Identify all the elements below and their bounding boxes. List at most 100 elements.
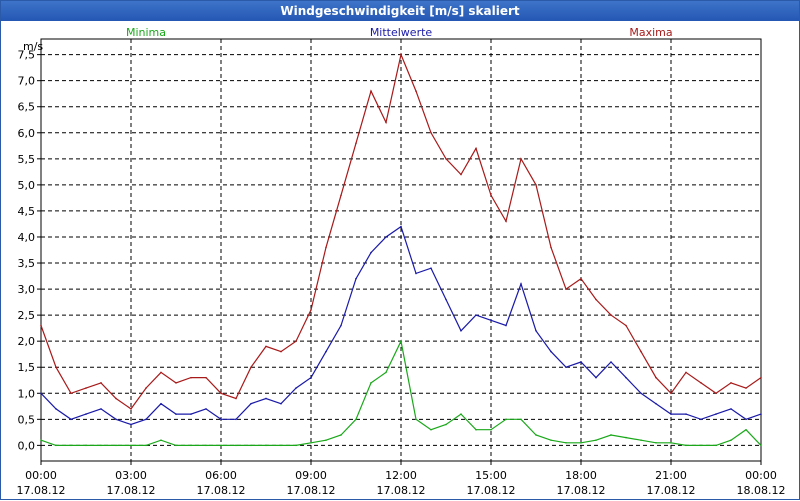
data-point-maxima — [115, 397, 117, 400]
data-point-minima — [100, 444, 102, 447]
data-point-mittelwerte — [580, 361, 582, 363]
y-axis-label: m/s — [23, 40, 43, 53]
data-point-maxima — [505, 220, 507, 223]
data-point-minima — [145, 444, 147, 447]
data-point-minima — [475, 428, 477, 431]
x-tick-time: 09:00 — [295, 469, 327, 482]
data-point-minima — [745, 428, 747, 431]
data-point-minima — [625, 436, 627, 439]
x-tick-date: 17.08.12 — [647, 484, 696, 497]
y-axis-ticks: 0,0 0,5 1,0 1,5 2,0 2,5 3,0 3,5 4,0 4,5 5,0 5,5 6,0 6… — [18, 49, 41, 452]
data-point-maxima — [400, 53, 402, 56]
data-point-mittelwerte — [415, 272, 417, 275]
data-point-minima — [685, 444, 687, 447]
data-point-maxima — [190, 376, 192, 379]
data-point-maxima — [40, 324, 42, 327]
data-point-mittelwerte — [295, 387, 297, 389]
data-point-minima — [715, 444, 717, 447]
data-point-mittelwerte — [685, 413, 687, 415]
x-tick-time: 00:00 — [745, 469, 777, 482]
series-lines — [40, 52, 762, 447]
data-point-minima — [40, 439, 42, 441]
data-point-mittelwerte — [535, 329, 537, 332]
data-point-maxima — [610, 314, 612, 316]
data-point-maxima — [205, 376, 207, 379]
data-point-mittelwerte — [355, 277, 357, 280]
data-point-mittelwerte — [460, 329, 462, 332]
y-tick-label: 3,5 — [18, 257, 36, 270]
data-point-mittelwerte — [745, 418, 747, 421]
data-point-maxima — [580, 277, 582, 280]
data-point-mittelwerte — [625, 376, 627, 379]
data-point-maxima — [370, 90, 372, 92]
y-tick-label: 5,5 — [18, 153, 36, 166]
data-point-minima — [205, 444, 207, 447]
data-point-mittelwerte — [340, 324, 342, 327]
data-point-minima — [115, 444, 117, 447]
data-point-maxima — [730, 382, 732, 384]
data-point-mittelwerte — [430, 267, 432, 270]
data-point-minima — [430, 428, 432, 431]
data-point-mittelwerte — [505, 324, 507, 327]
data-point-minima — [355, 418, 357, 421]
y-tick-label: 6,0 — [18, 127, 36, 140]
y-tick-label: 0,0 — [18, 439, 36, 452]
data-point-mittelwerte — [595, 376, 597, 379]
data-point-mittelwerte — [160, 402, 162, 405]
data-point-maxima — [340, 194, 342, 197]
x-tick-date: 17.08.12 — [107, 484, 156, 497]
data-point-minima — [415, 418, 417, 421]
x-tick-time: 12:00 — [385, 469, 417, 482]
data-point-minima — [220, 444, 222, 447]
data-point-minima — [760, 444, 762, 447]
legend-maxima: Maxima — [629, 26, 672, 39]
data-point-maxima — [55, 366, 57, 369]
data-point-maxima — [715, 392, 717, 395]
data-point-maxima — [460, 173, 462, 176]
data-point-maxima — [355, 142, 357, 144]
data-point-maxima — [520, 158, 522, 160]
data-point-maxima — [70, 392, 72, 395]
data-point-mittelwerte — [565, 366, 567, 369]
x-tick-date: 17.08.12 — [197, 484, 246, 497]
data-point-minima — [175, 444, 177, 447]
y-tick-label: 1,5 — [18, 361, 36, 374]
data-point-mittelwerte — [445, 298, 447, 301]
data-point-mittelwerte — [250, 402, 252, 405]
y-tick-label: 4,5 — [18, 205, 36, 218]
data-point-mittelwerte — [640, 392, 642, 395]
data-point-maxima — [385, 121, 387, 124]
data-point-mittelwerte — [715, 413, 717, 415]
data-point-maxima — [280, 350, 282, 353]
x-tick-date: 17.08.12 — [287, 484, 336, 497]
data-point-maxima — [175, 382, 177, 384]
data-point-minima — [325, 439, 327, 441]
data-point-mittelwerte — [280, 402, 282, 405]
data-point-maxima — [250, 366, 252, 369]
y-tick-label: 2,0 — [18, 335, 36, 348]
data-point-minima — [595, 439, 597, 441]
data-point-mittelwerte — [400, 225, 402, 228]
data-point-minima — [280, 444, 282, 447]
data-point-minima — [130, 444, 132, 447]
y-tick-label: 0,5 — [18, 413, 36, 426]
data-point-minima — [700, 444, 702, 447]
data-point-maxima — [670, 392, 672, 395]
data-point-maxima — [625, 324, 627, 327]
data-point-maxima — [130, 408, 132, 410]
data-point-maxima — [535, 184, 537, 186]
data-point-minima — [610, 434, 612, 436]
data-point-minima — [520, 418, 522, 421]
data-point-minima — [190, 444, 192, 447]
legend-mittelwerte: Mittelwerte — [370, 26, 433, 39]
data-point-mittelwerte — [610, 361, 612, 363]
data-point-maxima — [220, 392, 222, 395]
data-point-maxima — [595, 298, 597, 301]
data-point-mittelwerte — [520, 283, 522, 285]
x-tick-time: 00:00 — [25, 469, 57, 482]
data-point-maxima — [760, 376, 762, 379]
data-point-mittelwerte — [265, 397, 267, 400]
data-point-minima — [640, 439, 642, 441]
x-tick-date: 17.08.12 — [467, 484, 516, 497]
